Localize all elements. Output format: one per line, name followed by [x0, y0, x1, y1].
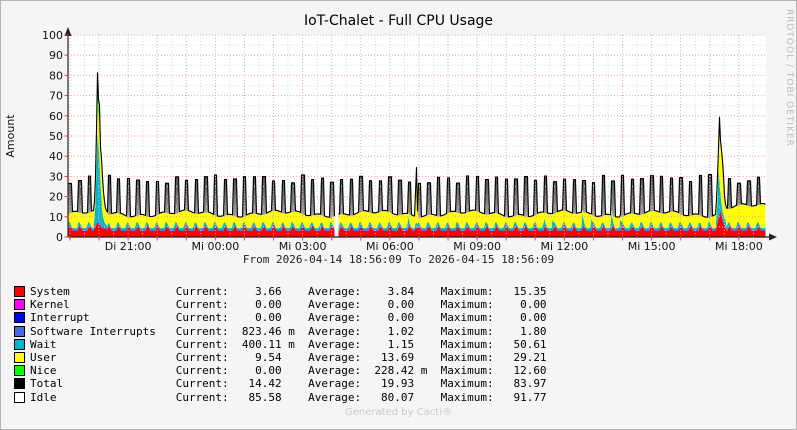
x-tick-label: Mi 09:00	[453, 240, 501, 253]
legend-swatch-interrupt	[14, 312, 25, 324]
legend-row: Wait Current: 400.11 m Average: 1.15 Max…	[14, 338, 547, 351]
legend-text: System Current: 3.66 Average: 3.84 Maxim…	[30, 285, 547, 298]
legend-text: Software Interrupts Current: 823.46 m Av…	[30, 324, 547, 338]
total-line	[68, 72, 766, 218]
legend-swatch-nice	[14, 365, 25, 377]
y-tick-label: 60	[49, 110, 63, 123]
legend-text: Interrupt Current: 0.00 Average: 0.00 Ma…	[30, 311, 547, 325]
legend-row: Nice Current: 0.00 Average: 228.42 m Max…	[14, 364, 547, 377]
x-tick-label: Mi 18:00	[715, 240, 763, 253]
legend-swatch-idle	[14, 391, 25, 403]
rrdtool-watermark: RRDTOOL / TOBI OETIKER	[784, 9, 794, 147]
legend-swatch-system	[14, 286, 25, 298]
legend-swatch-user	[14, 352, 25, 364]
y-tick-label: 90	[49, 49, 63, 62]
x-tick-label: Di 21:00	[105, 240, 152, 253]
legend-row: Software Interrupts Current: 823.46 m Av…	[14, 325, 547, 338]
legend-table: System Current: 3.66 Average: 3.84 Maxim…	[14, 285, 547, 404]
legend-row: Kernel Current: 0.00 Average: 0.00 Maxim…	[14, 298, 547, 311]
legend-row: System Current: 3.66 Average: 3.84 Maxim…	[14, 285, 547, 298]
y-tick-label: 50	[49, 130, 63, 143]
y-tick-label: 10	[49, 211, 63, 224]
legend-swatch-software-interrupts	[14, 325, 25, 337]
x-tick-label: Mi 15:00	[628, 240, 676, 253]
y-tick-label: 0	[56, 231, 63, 244]
time-range-caption: From 2026-04-14 18:56:09 To 2026-04-15 1…	[242, 253, 555, 266]
y-tick-label: 20	[49, 191, 63, 204]
x-tick-label: Mi 03:00	[279, 240, 327, 253]
y-tick-label: 100	[42, 29, 63, 42]
legend-row: Total Current: 14.42 Average: 19.93 Maxi…	[14, 377, 547, 390]
axes	[64, 27, 777, 241]
axis-labels: 0 10 20 30 40 50 60 70 80 90 100 Di 21:00 Mi 00:00 Mi…	[4, 9, 794, 253]
cacti-credit: Generated by Cacti®	[345, 407, 452, 418]
legend-text: Idle Current: 85.58 Average: 80.07 Maxim…	[30, 390, 547, 404]
x-tick-label: Mi 12:00	[540, 240, 588, 253]
y-tick-label: 70	[49, 90, 63, 103]
legend-row: Interrupt Current: 0.00 Average: 0.00 Ma…	[14, 311, 547, 324]
legend-text: Nice Current: 0.00 Average: 228.42 m Max…	[30, 364, 547, 378]
x-tick-label: Mi 06:00	[366, 240, 414, 253]
y-tick-label: 30	[49, 170, 63, 183]
y-tick-label: 40	[49, 150, 63, 163]
legend-swatch-total	[14, 378, 25, 390]
legend-text: Kernel Current: 0.00 Average: 0.00 Maxim…	[30, 298, 547, 312]
legend-text: Total Current: 14.42 Average: 19.93 Maxi…	[30, 377, 547, 391]
legend-text: Wait Current: 400.11 m Average: 1.15 Max…	[30, 337, 547, 351]
y-tick-label: 80	[49, 69, 63, 82]
legend-text: User Current: 9.54 Average: 13.69 Maximu…	[30, 350, 547, 364]
graph-title: IoT-Chalet - Full CPU Usage	[303, 13, 494, 29]
legend-row: Idle Current: 85.58 Average: 80.07 Maxim…	[14, 391, 547, 404]
cpu-usage-graph: 0 10 20 30 40 50 60 70 80 90 100 Di 21:00 Mi 00:00 Mi…	[4, 9, 794, 253]
x-tick-label: Mi 00:00	[191, 240, 239, 253]
legend-row: User Current: 9.54 Average: 13.69 Maximu…	[14, 351, 547, 364]
y-axis-title: Amount	[4, 114, 17, 158]
legend-swatch-wait	[14, 338, 25, 350]
legend-swatch-kernel	[14, 299, 25, 311]
